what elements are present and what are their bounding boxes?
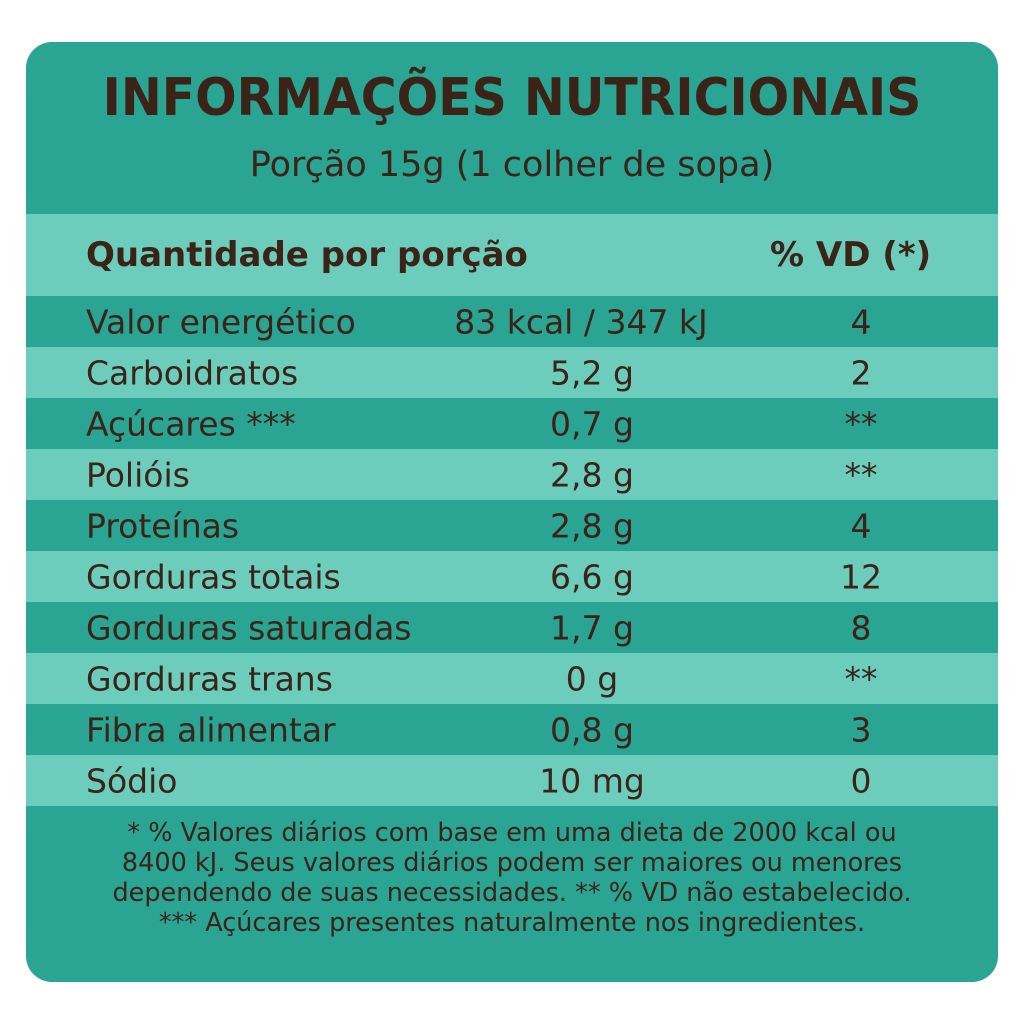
nutrient-dv: ** [844,404,878,443]
nutrient-amount: 6,6 g [550,557,634,596]
nutrient-name: Polióis [86,455,190,494]
nutrient-name: Fibra alimentar [86,710,336,749]
table-row: Açúcares *** 0,7 g ** [26,398,998,449]
serving-size: Porção 15g (1 colher de sopa) [249,145,775,185]
dv-header: % VD (*) [770,235,932,275]
nutrient-dv: 3 [850,710,872,749]
nutrient-amount: 83 kcal / 347 kJ [454,302,708,341]
table-row: Sódio 10 mg 0 [26,755,998,806]
quantity-header: Quantidade por porção [86,235,528,275]
nutrient-name: Açúcares *** [86,404,296,443]
nutrient-name: Carboidratos [86,353,299,392]
nutrient-dv: 2 [850,353,872,392]
table-row: Gorduras saturadas 1,7 g 8 [26,602,998,653]
table-row: Proteínas 2,8 g 4 [26,500,998,551]
footnote-line: dependendo de suas necessidades. ** % VD… [112,878,912,908]
table-row: Polióis 2,8 g ** [26,449,998,500]
nutrient-name: Proteínas [86,506,240,545]
nutrient-name: Gorduras trans [86,659,333,698]
table-row: Carboidratos 5,2 g 2 [26,347,998,398]
nutrient-dv: 8 [850,608,872,647]
table-row: Gorduras trans 0 g ** [26,653,998,704]
footnote-line: *** Açúcares presentes naturalmente nos … [158,908,866,938]
nutrient-dv: ** [844,659,878,698]
nutrient-amount: 0,8 g [550,710,634,749]
nutrient-amount: 2,8 g [550,506,634,545]
footnote: * % Valores diários com base em uma diet… [26,818,998,938]
nutrient-dv: 4 [850,506,872,545]
nutrient-amount: 1,7 g [550,608,634,647]
nutrient-amount: 5,2 g [550,353,634,392]
table-row: Fibra alimentar 0,8 g 3 [26,704,998,755]
nutrient-dv: 4 [850,302,872,341]
footnote-line: 8400 kJ. Seus valores diários podem ser … [121,848,903,878]
nutrient-dv: 0 [850,761,872,800]
nutrient-dv: ** [844,455,878,494]
nutrient-amount: 0,7 g [550,404,634,443]
table-header: Quantidade por porção % VD (*) [26,214,998,296]
nutrition-title: INFORMAÇÕES NUTRICIONAIS [102,68,922,128]
nutrient-name: Valor energético [86,302,356,341]
nutrient-name: Gorduras saturadas [86,608,412,647]
nutrient-name: Gorduras totais [86,557,341,596]
nutrition-facts-panel: INFORMAÇÕES NUTRICIONAIS Porção 15g (1 c… [26,42,998,982]
nutrient-dv: 12 [840,557,882,596]
table-row: Gorduras totais 6,6 g 12 [26,551,998,602]
nutrient-amount: 0 g [565,659,619,698]
nutrient-amount: 2,8 g [550,455,634,494]
footnote-line: * % Valores diários com base em uma diet… [127,818,897,848]
nutrient-amount: 10 mg [539,761,645,800]
nutrient-name: Sódio [86,761,178,800]
table-row: Valor energético 83 kcal / 347 kJ 4 [26,296,998,347]
